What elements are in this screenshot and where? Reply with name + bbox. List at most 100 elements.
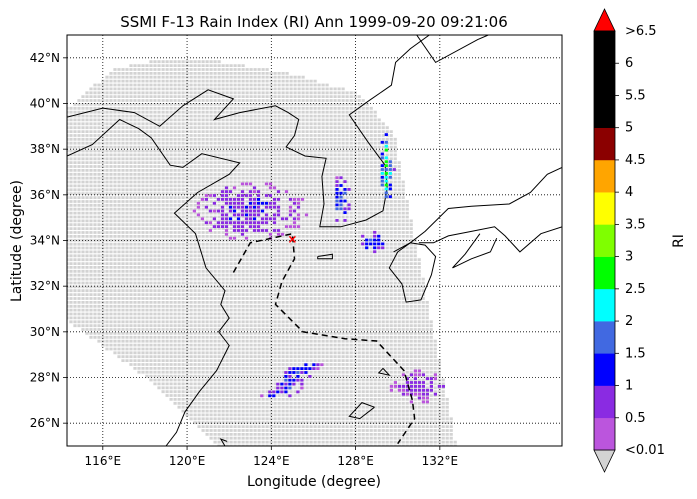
colorbar-tick-label: 5.5 — [625, 88, 646, 103]
rain-pixel — [296, 371, 300, 374]
rain-pixel — [335, 219, 339, 222]
rain-pixel — [272, 198, 277, 201]
rain-pixel — [232, 221, 237, 225]
rain-pixel — [417, 385, 421, 388]
rain-pixel — [397, 388, 401, 392]
rain-pixel — [343, 207, 347, 211]
rain-pixel — [339, 184, 343, 187]
rain-pixel — [208, 229, 212, 232]
rain-pixel — [248, 201, 253, 205]
island — [377, 368, 391, 377]
colorbar-frame — [593, 30, 616, 451]
colorbar-tick-label: 4 — [625, 185, 633, 200]
rain-pixel — [268, 182, 273, 186]
colorbar-bin — [594, 353, 615, 386]
rain-pixel — [380, 152, 384, 156]
colorbar-under-label: <0.01 — [625, 443, 665, 458]
rain-pixel — [304, 371, 308, 374]
rain-pixel — [244, 221, 249, 225]
rain-pixel — [232, 236, 237, 240]
rain-pixel — [244, 205, 249, 209]
rain-pixel — [288, 371, 292, 374]
rain-pixel — [381, 242, 385, 246]
colorbar-tick-label: 4.5 — [625, 153, 646, 168]
rain-pixel — [380, 179, 384, 183]
rain-pixel — [204, 194, 208, 197]
rain-pixel — [300, 371, 304, 374]
rain-pixel — [220, 190, 225, 193]
coastlines — [67, 35, 562, 446]
rain-pixel — [248, 205, 253, 209]
rain-pixel — [228, 198, 233, 201]
rain-pixel — [272, 186, 277, 190]
rain-cell-korea-strait — [361, 230, 385, 254]
rain-pixel — [405, 377, 409, 380]
rain-pixel — [384, 140, 388, 144]
rain-pixel — [292, 217, 297, 221]
rain-pixel — [347, 203, 351, 207]
y-tick-label: 28°N — [30, 371, 60, 385]
rain-pixel — [343, 188, 347, 191]
rain-pixel — [421, 373, 425, 377]
rain-pixel — [320, 363, 324, 367]
rain-pixel — [300, 382, 304, 386]
rain-pixel — [384, 187, 388, 191]
rain-pixel — [224, 198, 229, 201]
y-tick-label: 32°N — [30, 279, 60, 293]
rain-pixel — [232, 225, 237, 228]
rain-pixel — [276, 190, 281, 193]
colorbar-bin — [594, 385, 615, 419]
rain-pixel — [300, 367, 304, 370]
rain-pixel — [284, 378, 288, 382]
rain-pixel — [240, 213, 245, 217]
rain-pixel — [244, 236, 249, 240]
rain-pixel — [388, 168, 392, 171]
rain-pixel — [409, 385, 413, 388]
rain-pixel — [236, 201, 241, 205]
colorbar-under-arrow — [593, 449, 616, 473]
rain-cell-yellow-sea-band — [335, 176, 351, 222]
rain-pixel — [228, 201, 233, 205]
rain-pixel — [224, 194, 229, 197]
rain-pixel — [388, 183, 392, 187]
rain-pixel — [347, 188, 351, 191]
x-tick-label: 120°E — [169, 454, 206, 468]
rain-pixel — [236, 229, 241, 232]
rain-pixel — [369, 238, 373, 242]
rain-pixel — [252, 229, 257, 232]
rain-pixel — [212, 209, 216, 213]
rain-pixel — [204, 221, 208, 225]
rain-pixel — [264, 217, 269, 221]
rain-pixel — [413, 385, 417, 388]
rain-pixel — [339, 199, 343, 203]
rain-pixel — [380, 164, 384, 167]
rain-pixel — [196, 201, 200, 205]
rain-pixel — [335, 188, 339, 191]
colorbar-tick-label: 5 — [625, 121, 633, 136]
y-tick-label: 42°N — [30, 51, 60, 65]
rain-pixel — [417, 373, 421, 377]
rain-pixel — [304, 367, 308, 370]
rain-pixel — [232, 186, 237, 190]
rain-pixel — [248, 182, 253, 186]
rain-pixel — [288, 386, 292, 390]
rain-pixel — [380, 168, 384, 171]
rain-pixel — [361, 234, 365, 238]
rain-pixel — [240, 198, 245, 201]
rain-pixel — [397, 385, 401, 388]
rain-pixel — [220, 209, 225, 213]
rain-pixel — [421, 392, 425, 396]
y-tick-label: 38°N — [30, 142, 60, 156]
rain-pixel — [296, 375, 300, 378]
rain-pixel — [308, 375, 312, 378]
rain-pixel — [220, 194, 225, 197]
rain-pixel — [256, 198, 261, 201]
rain-pixel — [268, 390, 272, 394]
rain-pixel — [429, 377, 433, 380]
rain-pixel — [296, 198, 301, 201]
rain-pixel — [264, 221, 269, 225]
rain-pixel — [232, 205, 237, 209]
rain-pixel — [252, 186, 257, 190]
rain-pixel — [417, 396, 421, 400]
